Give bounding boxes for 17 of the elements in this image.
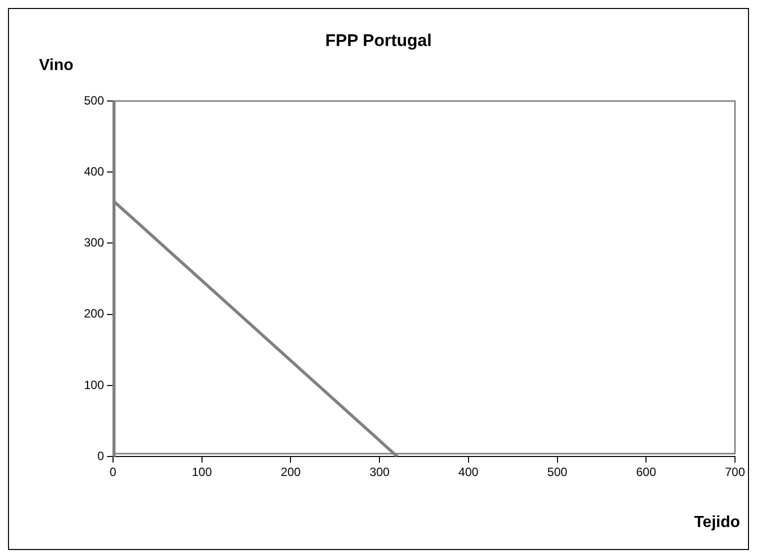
x-tick-label: 700 [724,465,746,480]
x-tick-label: 600 [636,465,656,480]
y-axis-title: Vino [39,57,74,75]
x-tick-label: 300 [370,465,390,480]
y-tick-label: 300 [84,236,104,250]
y-tick-label: 400 [84,164,104,178]
y-tick-label: 100 [84,378,104,392]
x-tick-label: 500 [547,465,568,480]
x-tick-label: 0 [110,465,117,480]
y-tick-label: 200 [84,306,104,321]
x-axis-title: Tejido [694,514,740,532]
y-tick-label: 500 [84,93,104,108]
chart-title: FPP Portugal [324,31,433,51]
x-tick-label: 400 [458,465,479,480]
x-tick-label: 100 [192,465,212,480]
x-tick-label: 200 [280,465,302,480]
y-tick-label: 0 [97,448,104,463]
